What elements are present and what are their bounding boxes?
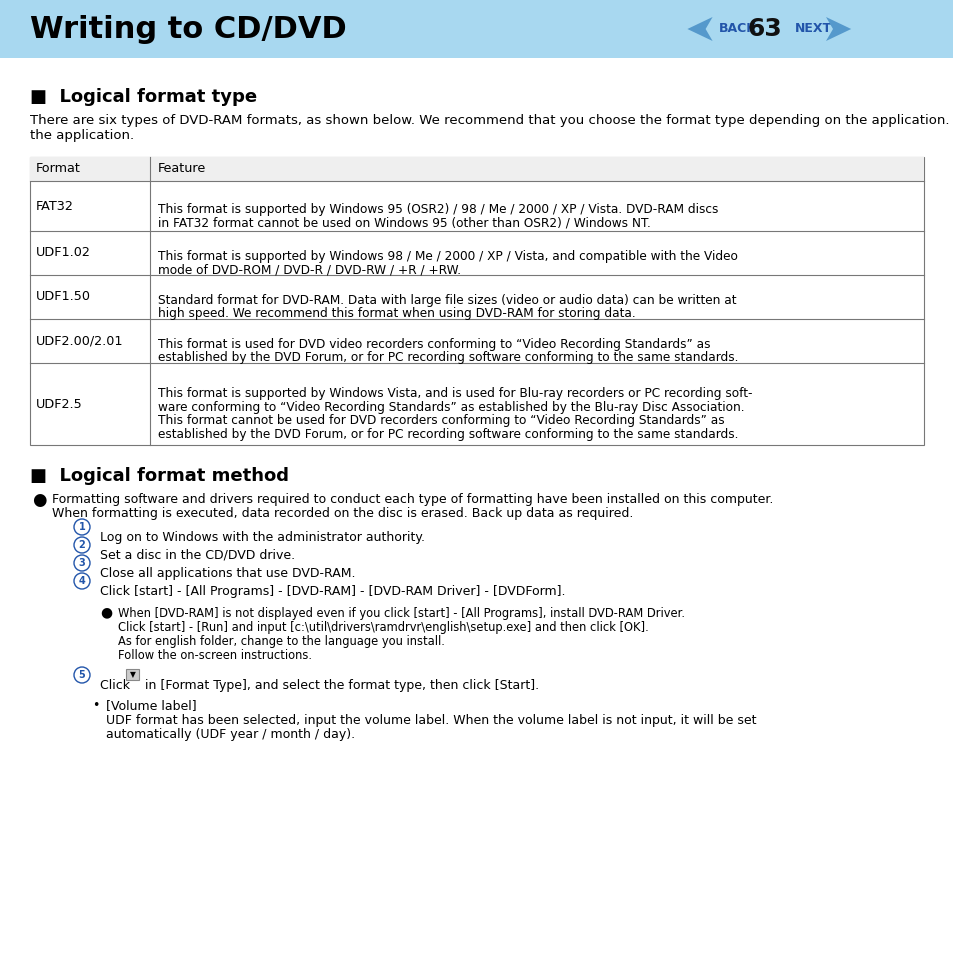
Circle shape <box>74 667 90 683</box>
Text: 1: 1 <box>78 522 85 532</box>
Text: This format is used for DVD video recorders conforming to “Video Recording Stand: This format is used for DVD video record… <box>158 338 710 351</box>
Text: Close all applications that use DVD-RAM.: Close all applications that use DVD-RAM. <box>100 567 355 580</box>
Text: When [DVD-RAM] is not displayed even if you click [start] - [All Programs], inst: When [DVD-RAM] is not displayed even if … <box>118 607 684 620</box>
Polygon shape <box>687 17 712 41</box>
Text: Standard format for DVD-RAM. Data with large file sizes (video or audio data) ca: Standard format for DVD-RAM. Data with l… <box>158 293 736 307</box>
Bar <box>30 157 923 445</box>
Text: 3: 3 <box>78 558 85 568</box>
Text: ●: ● <box>100 605 112 619</box>
Text: high speed. We recommend this format when using DVD-RAM for storing data.: high speed. We recommend this format whe… <box>158 307 635 320</box>
Text: established by the DVD Forum, or for PC recording software conforming to the sam: established by the DVD Forum, or for PC … <box>158 428 738 440</box>
Text: in FAT32 format cannot be used on Windows 95 (other than OSR2) / Windows NT.: in FAT32 format cannot be used on Window… <box>158 216 650 229</box>
Text: This format is supported by Windows 95 (OSR2) / 98 / Me / 2000 / XP / Vista. DVD: This format is supported by Windows 95 (… <box>158 202 718 216</box>
Text: UDF2.00/2.01: UDF2.00/2.01 <box>36 335 123 347</box>
Text: •: • <box>91 699 99 712</box>
Text: the application.: the application. <box>30 129 134 142</box>
Text: automatically (UDF year / month / day).: automatically (UDF year / month / day). <box>106 728 355 741</box>
Text: As for english folder, change to the language you install.: As for english folder, change to the lan… <box>118 635 444 648</box>
Text: Click: Click <box>100 679 133 692</box>
Text: Writing to CD/DVD: Writing to CD/DVD <box>30 14 346 43</box>
Text: ware conforming to “Video Recording Standards” as established by the Blu-ray Dis: ware conforming to “Video Recording Stan… <box>158 401 743 413</box>
Text: FAT32: FAT32 <box>36 199 73 213</box>
Text: This format cannot be used for DVD recorders conforming to “Video Recording Stan: This format cannot be used for DVD recor… <box>158 414 724 427</box>
Text: Feature: Feature <box>158 162 206 175</box>
Text: ■  Logical format method: ■ Logical format method <box>30 467 289 485</box>
Text: There are six types of DVD-RAM formats, as shown below. We recommend that you ch: There are six types of DVD-RAM formats, … <box>30 114 948 127</box>
Text: established by the DVD Forum, or for PC recording software conforming to the sam: established by the DVD Forum, or for PC … <box>158 351 738 364</box>
Text: Format: Format <box>36 162 81 175</box>
Text: Log on to Windows with the administrator authority.: Log on to Windows with the administrator… <box>100 531 424 544</box>
Circle shape <box>74 555 90 571</box>
Text: This format is supported by Windows Vista, and is used for Blu-ray recorders or : This format is supported by Windows Vist… <box>158 387 752 400</box>
Text: [Volume label]: [Volume label] <box>106 699 196 712</box>
Text: 5: 5 <box>78 670 85 680</box>
Text: Click [start] - [All Programs] - [DVD-RAM] - [DVD-RAM Driver] - [DVDForm].: Click [start] - [All Programs] - [DVD-RA… <box>100 585 565 598</box>
Circle shape <box>74 573 90 589</box>
Text: UDF1.02: UDF1.02 <box>36 246 91 260</box>
Text: Click [start] - [Run] and input [c:\util\drivers\ramdrvr\english\setup.exe] and : Click [start] - [Run] and input [c:\util… <box>118 621 648 634</box>
Text: UDF format has been selected, input the volume label. When the volume label is n: UDF format has been selected, input the … <box>106 714 756 727</box>
Text: ▼: ▼ <box>130 670 135 679</box>
Text: UDF2.5: UDF2.5 <box>36 397 83 410</box>
Bar <box>0 0 953 58</box>
Text: 2: 2 <box>78 540 85 550</box>
Text: NEXT: NEXT <box>794 22 831 35</box>
Circle shape <box>74 519 90 535</box>
Bar <box>126 669 139 680</box>
Text: When formatting is executed, data recorded on the disc is erased. Back up data a: When formatting is executed, data record… <box>52 507 633 520</box>
Text: ■  Logical format type: ■ Logical format type <box>30 88 257 106</box>
Text: in [Format Type], and select the format type, then click [Start].: in [Format Type], and select the format … <box>141 679 538 692</box>
Text: 63: 63 <box>746 17 781 41</box>
Text: Follow the on-screen instructions.: Follow the on-screen instructions. <box>118 649 312 662</box>
Text: ●: ● <box>32 491 47 509</box>
Polygon shape <box>825 17 850 41</box>
Text: mode of DVD-ROM / DVD-R / DVD-RW / +R / +RW.: mode of DVD-ROM / DVD-R / DVD-RW / +R / … <box>158 263 460 276</box>
Bar <box>30 157 923 181</box>
Text: Set a disc in the CD/DVD drive.: Set a disc in the CD/DVD drive. <box>100 549 294 562</box>
Text: Formatting software and drivers required to conduct each type of formatting have: Formatting software and drivers required… <box>52 493 773 506</box>
Text: UDF1.50: UDF1.50 <box>36 291 91 303</box>
Circle shape <box>74 537 90 553</box>
Text: BACK: BACK <box>718 22 756 35</box>
Text: This format is supported by Windows 98 / Me / 2000 / XP / Vista, and compatible : This format is supported by Windows 98 /… <box>158 249 737 263</box>
Text: 4: 4 <box>78 576 85 586</box>
